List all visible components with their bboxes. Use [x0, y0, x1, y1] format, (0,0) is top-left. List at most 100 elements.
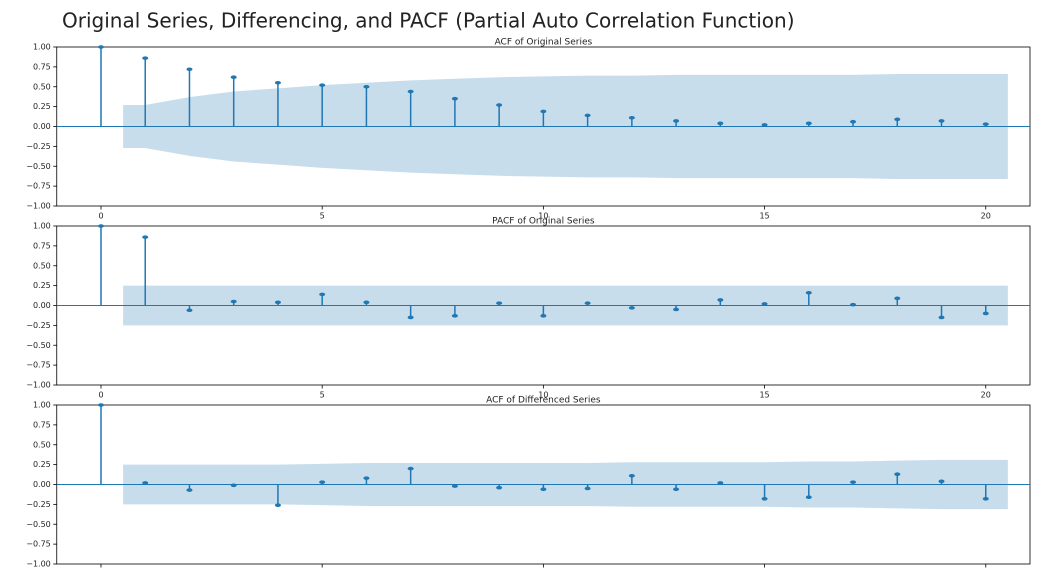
stem-marker [319, 480, 326, 484]
stem-marker [850, 302, 857, 307]
stem-marker [628, 115, 635, 120]
stem-marker [230, 299, 237, 304]
stem-marker [274, 300, 281, 305]
stem-marker [451, 96, 458, 101]
stem-marker [540, 109, 547, 114]
stem-marker [894, 296, 901, 301]
y-tick-label: −0.50 [26, 341, 51, 350]
stem-marker [673, 307, 680, 312]
stem-marker [850, 480, 857, 484]
stem-marker [938, 119, 945, 123]
plot-title: ACF of Differenced Series [486, 396, 601, 406]
y-tick-label: −1.00 [26, 202, 51, 211]
stem-marker [97, 45, 104, 49]
stem-marker [97, 224, 104, 228]
stem-marker [142, 235, 149, 239]
stem-marker [628, 306, 635, 310]
stem-marker [230, 483, 237, 488]
stem-marker [761, 497, 768, 501]
stem-marker [584, 486, 591, 491]
x-tick-label: 15 [759, 391, 769, 400]
y-tick-label: 1.00 [33, 43, 51, 52]
y-tick-label: 0.00 [33, 301, 51, 310]
x-tick-label: 10 [538, 212, 548, 221]
stem-marker [584, 113, 591, 118]
stem-marker [982, 497, 989, 501]
stem-marker [363, 300, 370, 305]
stem-marker [451, 314, 458, 318]
stem-marker [938, 479, 945, 484]
stem-marker [717, 298, 724, 302]
stem-marker [319, 83, 326, 87]
plot-title: PACF of Original Series [492, 217, 595, 227]
stem-marker [894, 472, 901, 476]
stem-marker [186, 308, 193, 313]
y-tick-label: 1.00 [33, 222, 51, 231]
stem-marker [761, 123, 768, 127]
x-tick-label: 20 [981, 391, 991, 400]
y-tick-label: 0.00 [33, 122, 51, 131]
y-tick-label: −0.75 [26, 540, 51, 549]
stem-marker [496, 485, 503, 490]
stem-marker [407, 315, 414, 320]
stem-marker [717, 481, 724, 485]
stem-marker [97, 403, 104, 407]
stem-marker [584, 301, 591, 305]
stem-marker [717, 121, 724, 126]
y-tick-label: −0.25 [26, 500, 51, 509]
stem-marker [319, 292, 326, 297]
stem-marker [496, 301, 503, 305]
stem-marker [850, 119, 857, 124]
y-tick-label: 0.50 [33, 440, 51, 449]
y-tick-label: −0.25 [26, 142, 51, 151]
y-tick-label: 0.25 [33, 102, 51, 111]
x-tick-label: 10 [538, 391, 548, 400]
stem-marker [540, 314, 547, 318]
y-tick-label: 0.50 [33, 261, 51, 270]
x-tick-label: 5 [320, 212, 325, 221]
stem-marker [894, 117, 901, 122]
y-tick-label: −1.00 [26, 560, 51, 568]
x-tick-label: 0 [98, 391, 103, 400]
stem-marker [496, 103, 503, 107]
stem-marker [673, 119, 680, 123]
y-tick-label: 0.00 [33, 480, 51, 489]
x-tick-label: 5 [320, 391, 325, 400]
stem-marker [186, 67, 193, 72]
y-tick-label: 0.75 [33, 241, 51, 250]
x-tick-label: 20 [981, 212, 991, 221]
stem-marker [363, 476, 370, 480]
y-tick-label: 0.25 [33, 281, 51, 290]
stem-marker [274, 80, 281, 85]
y-tick-label: −1.00 [26, 381, 51, 390]
stem-marker [407, 89, 414, 94]
stem-marker [673, 487, 680, 492]
stem-marker [805, 121, 812, 126]
plot-title: ACF of Original Series [495, 38, 593, 48]
stem-marker [142, 56, 149, 60]
stem-marker [982, 311, 989, 316]
stem-marker [407, 466, 414, 471]
stem-marker [142, 481, 149, 485]
y-tick-label: −0.25 [26, 321, 51, 330]
y-tick-label: −0.50 [26, 162, 51, 171]
stem-marker [761, 302, 768, 306]
heading: Original Series, Differencing, and PACF … [62, 9, 795, 33]
stem-marker [805, 290, 812, 295]
stem-marker [230, 75, 237, 80]
y-tick-label: −0.50 [26, 520, 51, 529]
stem-marker [805, 495, 812, 500]
stem-marker [186, 488, 193, 492]
stem-marker [363, 84, 370, 89]
y-tick-label: 0.25 [33, 460, 51, 469]
y-tick-label: 0.75 [33, 420, 51, 429]
x-tick-label: 15 [759, 212, 769, 221]
y-tick-label: 1.00 [33, 401, 51, 410]
x-tick-label: 0 [98, 212, 103, 221]
stem-marker [982, 122, 989, 126]
stem-marker [540, 487, 547, 492]
y-tick-label: −0.75 [26, 361, 51, 370]
y-tick-label: −0.75 [26, 182, 51, 191]
